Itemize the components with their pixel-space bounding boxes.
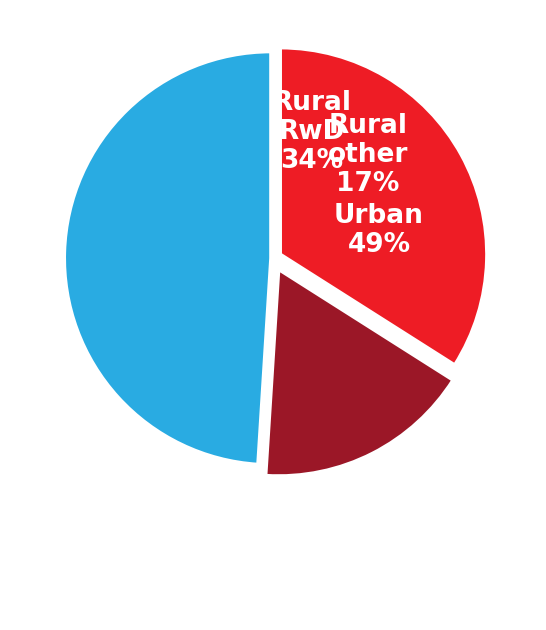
Wedge shape [280, 48, 487, 365]
Text: Urban
49%: Urban 49% [334, 203, 424, 258]
Wedge shape [64, 52, 271, 464]
Text: Rural
other
17%: Rural other 17% [328, 113, 408, 197]
Wedge shape [266, 270, 453, 476]
Text: Rural
RwD
34%: Rural RwD 34% [272, 90, 351, 174]
